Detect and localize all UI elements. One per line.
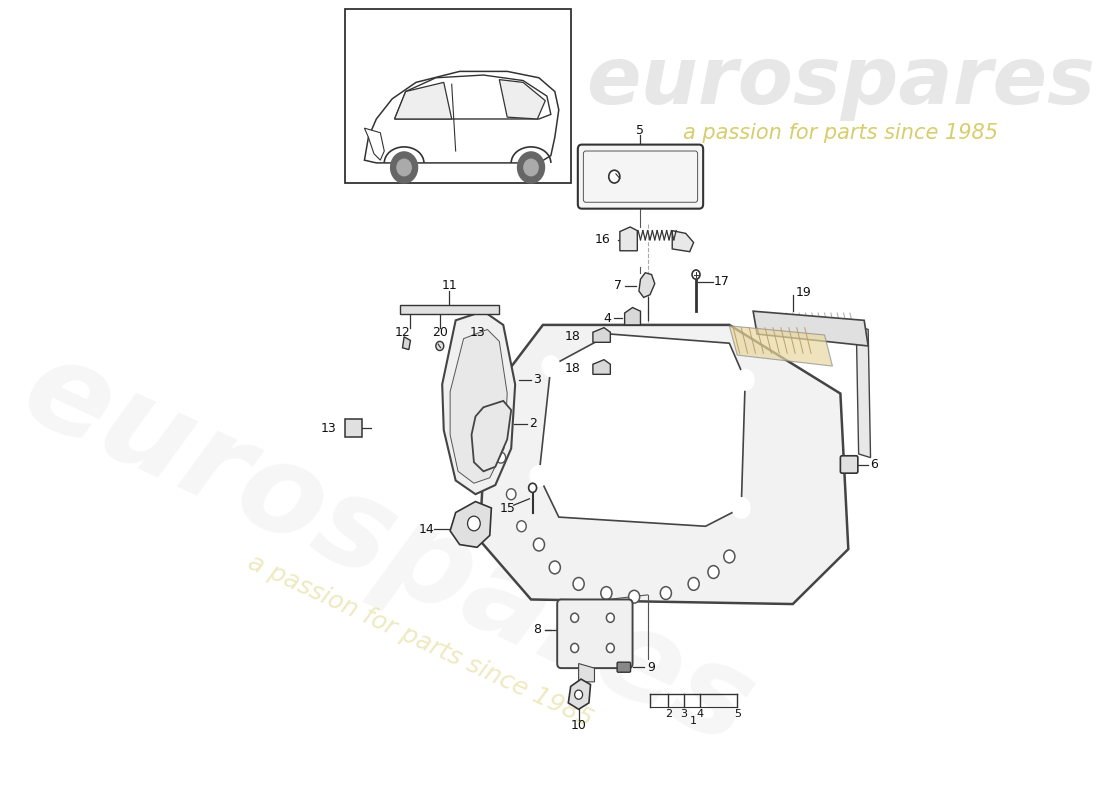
- Polygon shape: [729, 326, 833, 366]
- Circle shape: [534, 538, 544, 551]
- Text: 13: 13: [470, 326, 486, 338]
- Text: 9: 9: [647, 661, 654, 674]
- Polygon shape: [480, 325, 848, 604]
- Circle shape: [571, 614, 579, 622]
- Text: 7: 7: [614, 279, 623, 292]
- Bar: [344, 419, 362, 438]
- Circle shape: [517, 152, 544, 183]
- Text: 16: 16: [595, 234, 610, 246]
- Circle shape: [708, 566, 719, 578]
- FancyBboxPatch shape: [840, 456, 858, 473]
- FancyBboxPatch shape: [578, 145, 703, 209]
- Polygon shape: [442, 311, 515, 494]
- Polygon shape: [620, 227, 637, 250]
- Text: eurospares: eurospares: [4, 327, 772, 771]
- Circle shape: [496, 452, 506, 463]
- Polygon shape: [754, 311, 868, 346]
- Polygon shape: [499, 80, 546, 119]
- Text: 4: 4: [696, 709, 704, 719]
- Text: 19: 19: [795, 286, 811, 299]
- Polygon shape: [450, 330, 507, 483]
- Circle shape: [574, 690, 583, 699]
- Text: 5: 5: [734, 709, 740, 719]
- Text: a passion for parts since 1985: a passion for parts since 1985: [244, 550, 596, 731]
- Polygon shape: [856, 326, 870, 458]
- Text: 18: 18: [565, 330, 581, 343]
- Circle shape: [506, 489, 516, 500]
- Polygon shape: [364, 128, 384, 160]
- Polygon shape: [569, 679, 591, 710]
- Text: 2: 2: [664, 709, 672, 719]
- Circle shape: [529, 465, 549, 487]
- Polygon shape: [450, 502, 492, 547]
- Text: 15: 15: [499, 502, 515, 515]
- Circle shape: [732, 497, 751, 519]
- Text: 1: 1: [690, 716, 697, 726]
- Text: 12: 12: [395, 326, 410, 338]
- Text: 3: 3: [681, 709, 688, 719]
- Polygon shape: [625, 307, 640, 325]
- Circle shape: [571, 643, 579, 653]
- Text: 18: 18: [565, 362, 581, 375]
- Circle shape: [606, 643, 614, 653]
- Text: 11: 11: [441, 279, 458, 292]
- Text: 6: 6: [870, 458, 879, 471]
- Circle shape: [524, 159, 538, 176]
- Circle shape: [660, 586, 671, 599]
- Polygon shape: [472, 401, 512, 471]
- Circle shape: [628, 590, 640, 603]
- Circle shape: [390, 152, 418, 183]
- Text: 3: 3: [534, 374, 541, 386]
- Polygon shape: [639, 273, 654, 298]
- FancyBboxPatch shape: [558, 599, 632, 668]
- Circle shape: [724, 550, 735, 563]
- Text: eurospares: eurospares: [586, 43, 1094, 122]
- Text: 5: 5: [637, 124, 645, 138]
- Circle shape: [608, 170, 620, 183]
- Text: 4: 4: [603, 312, 612, 325]
- Polygon shape: [364, 71, 559, 163]
- Circle shape: [468, 516, 481, 531]
- Polygon shape: [400, 305, 499, 314]
- Polygon shape: [395, 75, 551, 119]
- Circle shape: [601, 586, 612, 599]
- Text: 2: 2: [529, 418, 537, 430]
- Text: a passion for parts since 1985: a passion for parts since 1985: [683, 122, 998, 142]
- Circle shape: [397, 159, 411, 176]
- Circle shape: [606, 614, 614, 622]
- Circle shape: [573, 578, 584, 590]
- FancyBboxPatch shape: [617, 662, 630, 672]
- Circle shape: [529, 483, 537, 492]
- Circle shape: [692, 270, 700, 279]
- Text: 20: 20: [432, 326, 448, 338]
- FancyBboxPatch shape: [583, 151, 697, 202]
- Polygon shape: [395, 82, 452, 119]
- Text: 10: 10: [571, 719, 586, 732]
- Text: 14: 14: [418, 522, 434, 535]
- Circle shape: [549, 561, 560, 574]
- Polygon shape: [593, 328, 611, 342]
- Polygon shape: [403, 337, 410, 350]
- Polygon shape: [539, 334, 745, 526]
- Circle shape: [689, 578, 700, 590]
- Polygon shape: [579, 663, 594, 682]
- Text: 17: 17: [714, 275, 729, 288]
- Circle shape: [736, 369, 755, 391]
- Bar: [344, 9, 571, 183]
- Circle shape: [436, 342, 443, 350]
- Circle shape: [541, 355, 560, 377]
- Polygon shape: [593, 360, 611, 374]
- Text: 8: 8: [534, 623, 541, 636]
- Text: 13: 13: [321, 422, 337, 435]
- Circle shape: [517, 521, 526, 532]
- Polygon shape: [672, 230, 694, 252]
